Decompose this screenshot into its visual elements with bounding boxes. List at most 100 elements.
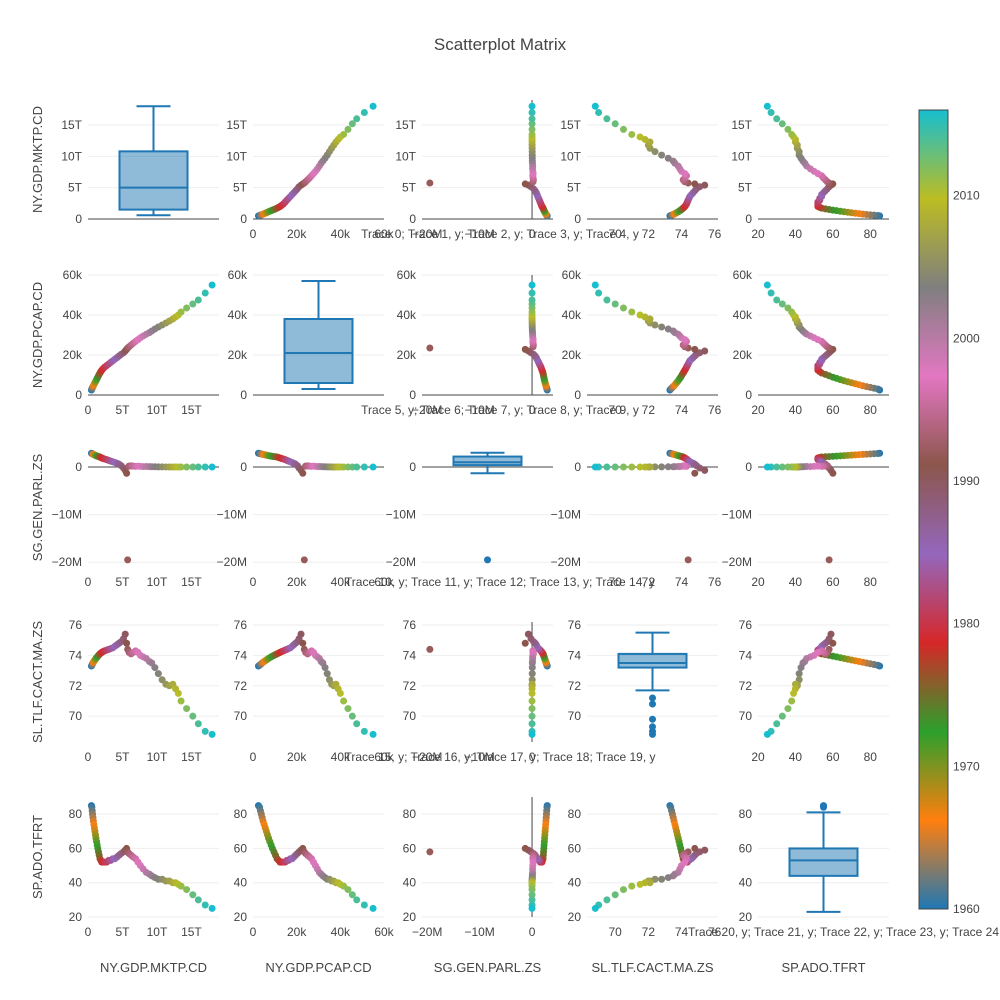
scatter-point [691,345,699,353]
y-tick-label: 0 [75,388,82,402]
scatter-point [763,730,771,738]
x-tick-label: 0 [529,750,536,764]
x-tick-label: 10T [147,575,168,589]
scatter-point [797,664,805,672]
panel-sg-gen-parl-zs-vs-ny-gdp-mktp-cd: −20M −10M 0 0 5T 10T 15T [52,449,219,589]
y-tick-label: −10M [551,508,581,522]
y-tick-label: 10T [61,149,82,163]
y-tick-label: 20 [69,910,83,924]
scatter-point [369,730,377,738]
y-tick-label: 40k [733,308,753,322]
x-tick-label: 0 [250,925,257,939]
colorbar-tick-label: 1960 [953,902,980,916]
y-tick-label: −10M [386,508,416,522]
box-outlier-point [649,700,656,708]
scatter-point [151,664,159,672]
scatter-point [426,645,434,653]
x-tick-label: −20M [412,227,442,241]
scatter-point [299,469,307,477]
colorbar-tick-label: 1990 [953,474,980,488]
colorbar-tick-label: 1970 [953,759,980,773]
x-tick-label: 15T [181,925,202,939]
y-tick-label: −20M [217,555,247,569]
scatter-point [528,102,536,110]
scatter-point [788,130,796,138]
x-tick-label: 80 [864,403,878,417]
scatter-point [154,670,162,678]
scatter-point [603,463,611,471]
y-tick-label: 0 [409,388,416,402]
scatter-point [591,463,599,471]
scatter-point [208,463,216,471]
scatter-point [767,289,775,297]
y-tick-label: 70 [234,709,248,723]
scatter-point [528,125,536,133]
scatter-point [194,463,202,471]
chart-title: Scatterplot Matrix [434,35,567,54]
x-tick-label: −10M [464,403,494,417]
scatter-point [360,727,368,735]
scatter-point [829,469,837,477]
y-tick-label: 5T [738,181,753,195]
y-tick-label: 15T [226,118,247,132]
scatter-point [773,296,781,304]
row-label: NY.GDP.PCAP.CD [30,282,45,388]
scatter-point [521,844,529,852]
scatter-point [201,901,209,909]
x-tick-label: 40 [789,403,803,417]
x-tick-label: 15T [181,403,202,417]
scatter-point [591,281,599,289]
trace-annotation: Trace 20, y; Trace 21, y; Trace 22, y; T… [688,925,999,939]
scatter-point [124,556,132,564]
y-tick-label: 40k [562,308,582,322]
scatter-point [829,639,837,647]
scatter-point [528,886,536,894]
scatter-point [426,179,434,187]
y-tick-label: 76 [568,618,582,632]
x-tick-label: 70 [609,227,623,241]
scatter-point [360,109,368,117]
y-tick-label: −20M [52,555,82,569]
scatter-point [664,154,672,162]
y-tick-label: 0 [75,460,82,474]
y-tick-label: 60 [568,841,582,855]
y-tick-label: 76 [69,618,83,632]
x-tick-label: 72 [642,925,656,939]
y-tick-label: 20 [568,910,582,924]
scatter-point [784,463,792,471]
scatter-point [658,875,666,883]
scatter-point [611,300,619,308]
scatter-point [790,689,798,697]
scatter-point [795,670,803,678]
scatter-point [194,296,202,304]
scatter-point [297,630,305,638]
panel-ny-gdp-mktp-cd-vs-sl-tlf-cact-ma-zs: 0 5T 10T 15T 70 72 74 76 [560,102,722,241]
y-tick-label: 60 [739,841,753,855]
panel-sl-tlf-cact-ma-zs-vs-ny-gdp-pcap-cd: 70 72 74 76 0 20k 40k 60k [234,618,395,764]
box-iqr [118,150,189,211]
y-tick-label: 60 [69,841,83,855]
scatter-point [528,705,536,713]
scatter-point [651,148,659,156]
y-tick-label: 0 [574,212,581,226]
scatter-point [340,130,348,138]
y-tick-label: 40 [69,876,83,890]
scatter-point [528,896,536,904]
x-tick-label: 40k [331,227,351,241]
x-tick-label: 0 [85,925,92,939]
y-tick-label: 0 [409,460,416,474]
x-tick-label: 60 [826,227,840,241]
scatter-point [664,874,672,882]
scatter-point [827,630,835,638]
x-tick-label: 60 [826,403,840,417]
scatter-point [521,180,529,188]
box-outlier-point [820,802,827,810]
scatter-point [348,712,356,720]
y-tick-label: 60k [562,268,582,282]
y-tick-label: 74 [568,648,582,662]
scatter-point [591,904,599,912]
scatter-point [528,289,536,297]
x-tick-label: 0 [529,925,536,939]
y-tick-label: 20k [228,348,248,362]
scatter-point [194,896,202,904]
